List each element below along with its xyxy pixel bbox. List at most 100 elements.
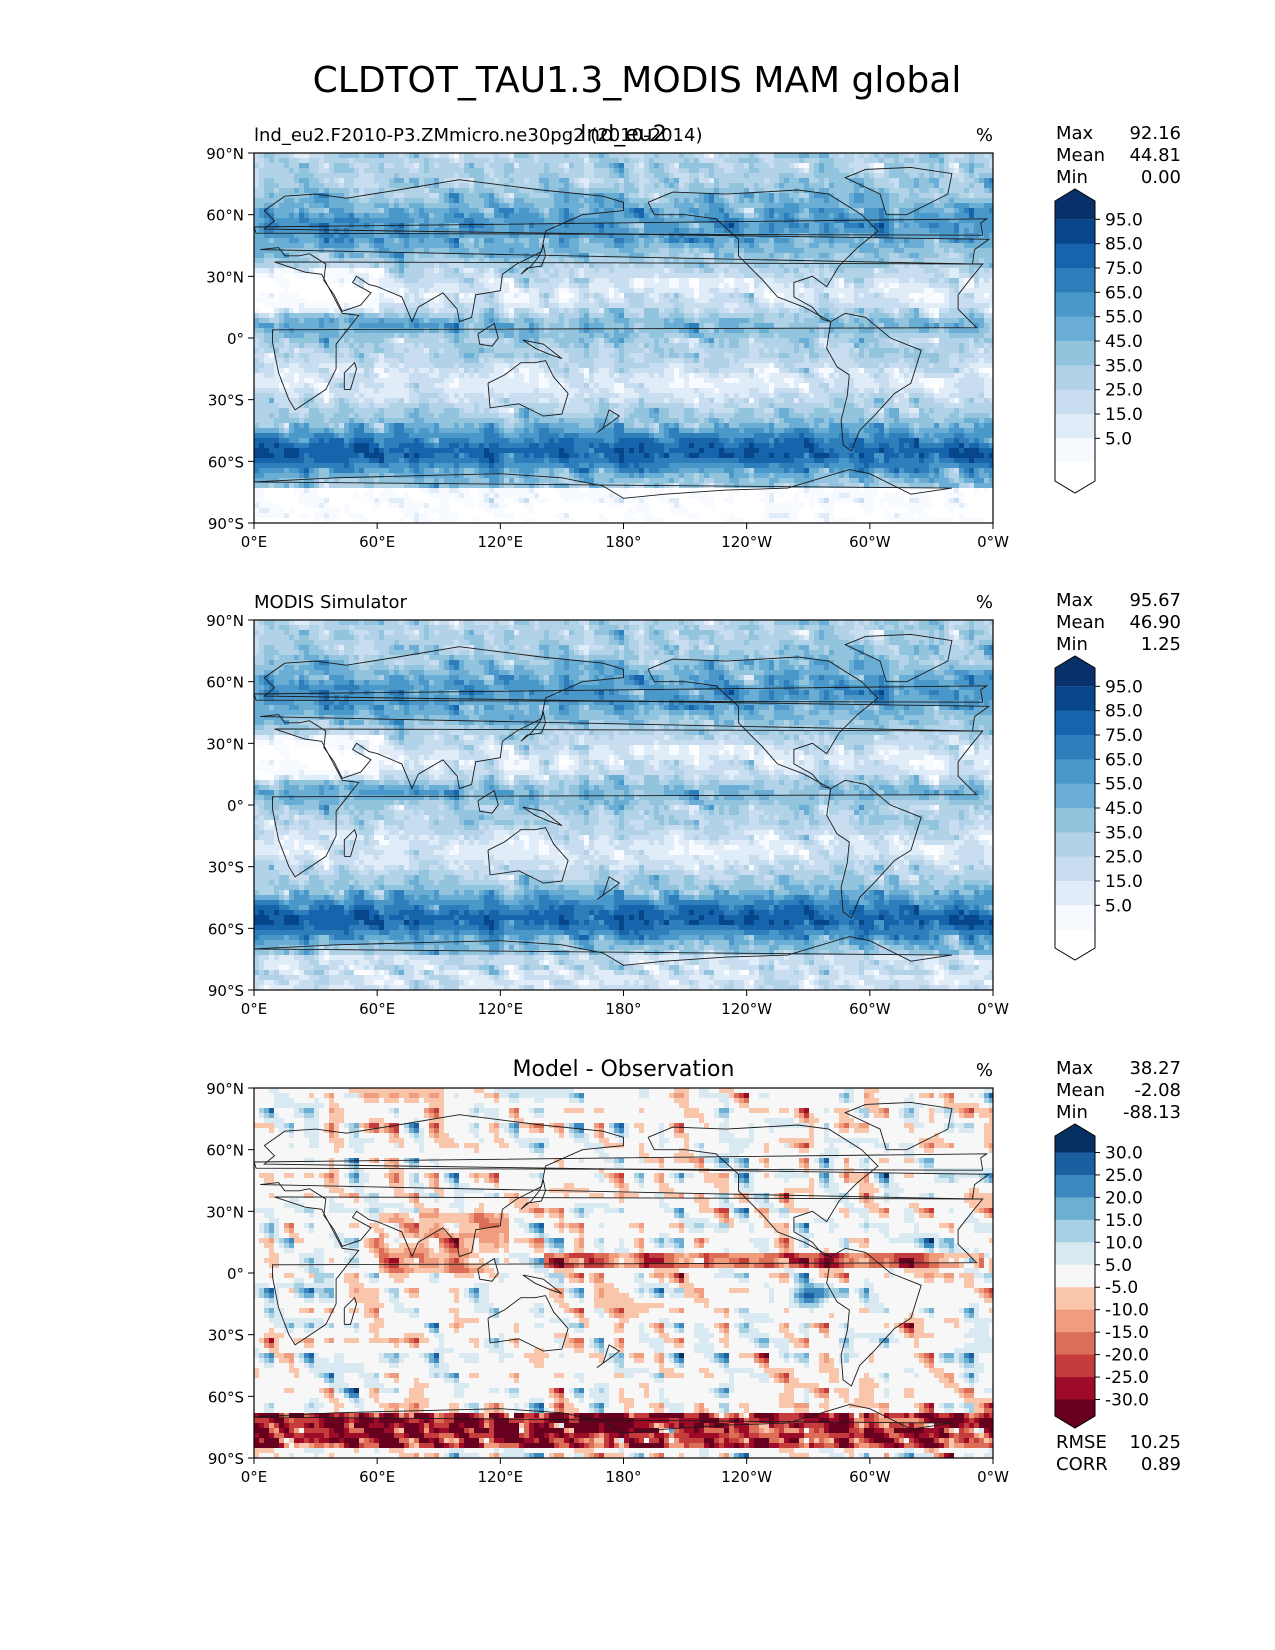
lat-tick-label: 0° [227, 1265, 244, 1283]
lat-tick-label: 0° [227, 797, 244, 815]
map-field [254, 1088, 993, 1458]
colorbar-label: 35.0 [1105, 356, 1143, 376]
colorbar-cap [1055, 1124, 1095, 1153]
colorbar-label: 75.0 [1105, 259, 1143, 279]
colorbar-swatch [1055, 341, 1095, 366]
colorbar-swatch [1055, 243, 1095, 269]
lon-tick-label: 0°W [977, 1000, 1009, 1018]
coastlines [254, 633, 991, 966]
lon-tick-label: 120°E [478, 533, 524, 551]
coastline [522, 806, 563, 827]
panel-1: lnd_eu2.F2010-P3.ZMmicro.ne30pg2 (2010-2… [206, 122, 1181, 551]
colorbar-label: -15.0 [1105, 1323, 1149, 1343]
lat-tick-label: 90°N [206, 1080, 244, 1098]
stat-label: Max [1056, 123, 1094, 144]
lon-tick-label: 60°E [359, 533, 395, 551]
colorbar-swatch [1055, 832, 1095, 858]
colorbar-label: -25.0 [1105, 1368, 1149, 1388]
lon-tick-label: 0°E [241, 1468, 268, 1486]
coastline [343, 361, 358, 390]
colorbar-swatch [1055, 389, 1095, 415]
coastline [522, 1274, 563, 1295]
colorbar-label: 75.0 [1105, 726, 1143, 746]
colorbar-swatch [1055, 710, 1095, 736]
colorbar-swatch [1055, 414, 1095, 439]
panel-2: MODIS Simulator % 90°N 60°N 30°N 0° 30°S 60°S 90… [206, 590, 1181, 1018]
lon-tick-label: 0°E [241, 533, 268, 551]
colorbar-swatch [1055, 1152, 1095, 1176]
colorbar: 95.0 85.0 75.0 65.0 55.0 45.0 35.0 25.0 15.0 5.0 [1054, 188, 1143, 494]
stat-value: 92.16 [1129, 123, 1181, 144]
colorbar-label: -5.0 [1105, 1278, 1138, 1298]
colorbar-label: 25.0 [1105, 381, 1143, 401]
colorbar-swatch [1055, 219, 1095, 245]
colorbar-outline [1054, 655, 1096, 961]
stat-label: Min [1056, 1102, 1088, 1123]
lat-tick-label: 60°S [208, 453, 244, 471]
colorbar-swatch [1055, 1174, 1095, 1198]
colorbar-swatch [1055, 1219, 1095, 1243]
colorbar-label: 45.0 [1105, 799, 1143, 819]
colorbar-swatch [1055, 783, 1095, 809]
stat-label: Mean [1056, 612, 1105, 633]
lon-tick-label: 120°W [721, 1000, 772, 1018]
coastline [254, 1153, 989, 1171]
coastline [487, 827, 569, 884]
lat-tick-label: 30°S [208, 1327, 244, 1345]
colorbar-label: 10.0 [1105, 1233, 1143, 1253]
stat-value: 95.67 [1129, 590, 1181, 611]
coastline [254, 936, 952, 966]
coastline [522, 339, 563, 360]
coastline [844, 633, 953, 683]
colorbar-swatch [1055, 1354, 1095, 1378]
colorbar: 30.0 25.020.0 15.010.0 5.0-5.0 -10.0-15.0 -20… [1054, 1123, 1149, 1429]
colorbar-label: -10.0 [1105, 1301, 1149, 1321]
colorbar-swatch [1055, 905, 1095, 931]
coastline [647, 656, 879, 790]
stat-value: 0.00 [1141, 167, 1181, 188]
lon-tick-label: 0°E [241, 1000, 268, 1018]
colorbar-swatch [1055, 735, 1095, 760]
colorbar-label: -30.0 [1105, 1391, 1149, 1411]
colorbar-label: 15.0 [1105, 872, 1143, 892]
map-area [253, 619, 994, 991]
lon-tick-label: 180° [605, 1000, 641, 1018]
map-field [254, 153, 993, 523]
colorbar-outline [1054, 1123, 1096, 1429]
lat-tick-label: 60°S [208, 1388, 244, 1406]
colorbar-cap [1055, 189, 1095, 220]
lon-tick-label: 120°E [478, 1000, 524, 1018]
panel-center-title: Model - Observation [513, 1057, 735, 1082]
coastlines [254, 166, 991, 499]
map-field [254, 620, 993, 990]
colorbar-label: 25.0 [1105, 848, 1143, 868]
lat-tick-label: 90°S [208, 515, 244, 533]
colorbar-label: 55.0 [1105, 308, 1143, 328]
lon-tick-label: 0°W [977, 533, 1009, 551]
colorbar-label: 20.0 [1105, 1188, 1143, 1208]
lat-tick-label: 90°S [208, 982, 244, 1000]
colorbar-label: 25.0 [1105, 1166, 1143, 1186]
coastlines [254, 1101, 991, 1434]
panel-units: % [976, 125, 993, 146]
coastline [647, 1124, 879, 1258]
coastline [826, 312, 922, 452]
lat-tick-label: 30°S [208, 859, 244, 877]
coastline [254, 1404, 952, 1434]
coastline [826, 779, 922, 919]
stat-label: CORR [1056, 1454, 1108, 1475]
lon-tick-label: 180° [605, 1468, 641, 1486]
colorbar-label: 15.0 [1105, 405, 1143, 425]
colorbar-swatch [1055, 1264, 1095, 1288]
coastline [343, 828, 358, 857]
colorbar-swatch [1055, 438, 1095, 464]
colorbar-label: 55.0 [1105, 775, 1143, 795]
stat-value: 44.81 [1129, 145, 1181, 166]
colorbar-swatch [1055, 808, 1095, 833]
colorbar-swatch [1055, 365, 1095, 391]
coastline [520, 710, 546, 742]
lat-tick-label: 30°N [206, 1203, 244, 1221]
stat-label: Min [1056, 634, 1088, 655]
colorbar-label: 85.0 [1105, 235, 1143, 255]
stat-label: Mean [1056, 145, 1105, 166]
